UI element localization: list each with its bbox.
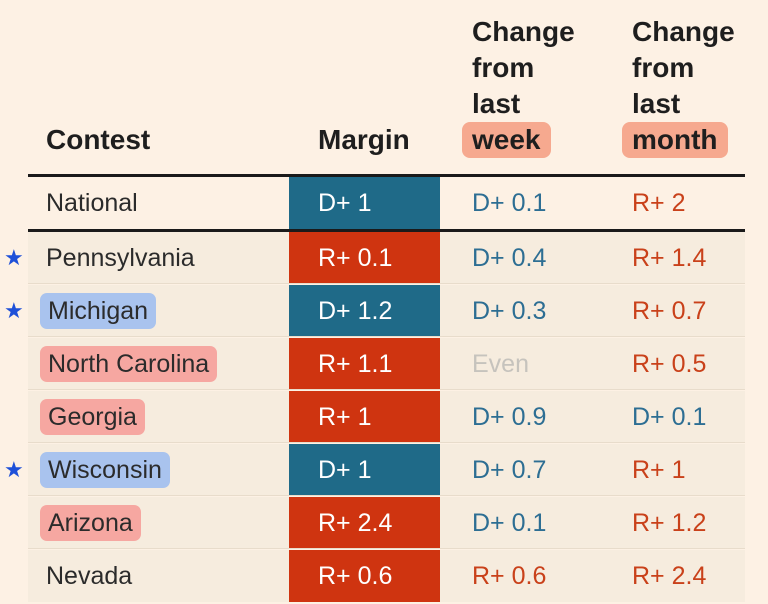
margin-cell: D+ 1.2 [289,285,440,337]
row-divider [28,548,745,549]
month-header-line: last [632,88,681,119]
week-change-cell: D+ 0.7 [472,456,547,484]
week-change-cell: R+ 0.6 [472,562,547,590]
margin-cell: D+ 1 [289,444,440,496]
week-change-cell: D+ 0.4 [472,244,547,272]
contest-column-header: Contest [46,124,151,155]
week-change-cell: D+ 0.9 [472,403,547,431]
contest-label: North Carolina [40,346,218,382]
row-divider [28,442,745,443]
table-row: ★ Pennsylvania R+ 0.1 D+ 0.4 R+ 1.4 [0,232,768,284]
month-change-cell: R+ 1 [632,456,686,484]
header-divider [28,174,745,177]
week-change-cell: D+ 0.1 [472,509,547,537]
month-header-highlight: month [622,122,728,158]
margin-cell: R+ 2.4 [289,497,440,549]
month-change-cell: R+ 1.2 [632,509,707,537]
margin-cell: R+ 0.6 [289,550,440,602]
week-header-highlight: week [462,122,551,158]
table-row: National D+ 1 D+ 0.1 R+ 2 [0,177,768,229]
table-row: Nevada R+ 0.6 R+ 0.6 R+ 2.4 [0,550,768,602]
contest-name: Pennsylvania [46,232,195,284]
week-header-line: Change [472,16,575,47]
margin-cell: R+ 0.1 [289,232,440,284]
week-header-line: from [472,52,535,83]
contest-label: Nevada [46,562,133,590]
month-header-line: from [632,52,695,83]
month-change-cell: R+ 2.4 [632,562,707,590]
month-change-cell: R+ 0.7 [632,297,707,325]
week-change-cell: D+ 0.1 [472,189,547,217]
month-change-cell: R+ 0.5 [632,350,707,378]
table-header: Contest Margin Change from last week Cha… [0,0,768,174]
row-divider [28,283,745,284]
month-change-cell: R+ 2 [632,189,686,217]
table-row: ★ Michigan D+ 1.2 D+ 0.3 R+ 0.7 [0,285,768,337]
national-divider [28,229,745,232]
week-change-column-header: Change from last week [462,14,575,158]
contest-label: Georgia [40,399,145,435]
month-change-column-header: Change from last month [622,14,735,158]
margin-cell: R+ 1.1 [289,338,440,390]
week-change-cell: Even [472,350,529,378]
contest-name: Nevada [46,550,132,602]
table-row: Georgia R+ 1 D+ 0.9 D+ 0.1 [0,391,768,443]
margin-cell: D+ 1 [289,177,440,229]
month-change-cell: R+ 1.4 [632,244,707,272]
margin-column-header: Margin [318,124,410,155]
contest-name: Arizona [40,497,141,549]
week-header-line: last [472,88,521,119]
star-icon: ★ [4,298,24,323]
contest-name: National [46,177,138,229]
table-row: ★ Wisconsin D+ 1 D+ 0.7 R+ 1 [0,444,768,496]
row-divider [28,336,745,337]
month-change-cell: D+ 0.1 [632,403,707,431]
contest-label: Arizona [40,505,141,541]
contest-name: North Carolina [40,338,218,390]
contest-label: Pennsylvania [46,244,195,272]
week-change-cell: D+ 0.3 [472,297,547,325]
table-row: Arizona R+ 2.4 D+ 0.1 R+ 1.2 [0,497,768,549]
contest-name: Georgia [40,391,145,443]
table-row: North Carolina R+ 1.1 Even R+ 0.5 [0,338,768,390]
margin-cell: R+ 1 [289,391,440,443]
contest-name: Michigan [40,285,157,337]
contest-label: Michigan [40,293,157,329]
row-divider [28,495,745,496]
star-icon: ★ [4,457,24,482]
star-icon: ★ [4,245,24,270]
contest-label: National [46,189,138,217]
row-divider [28,389,745,390]
month-header-line: Change [632,16,735,47]
contest-name: Wisconsin [40,444,170,496]
contest-label: Wisconsin [40,452,170,488]
